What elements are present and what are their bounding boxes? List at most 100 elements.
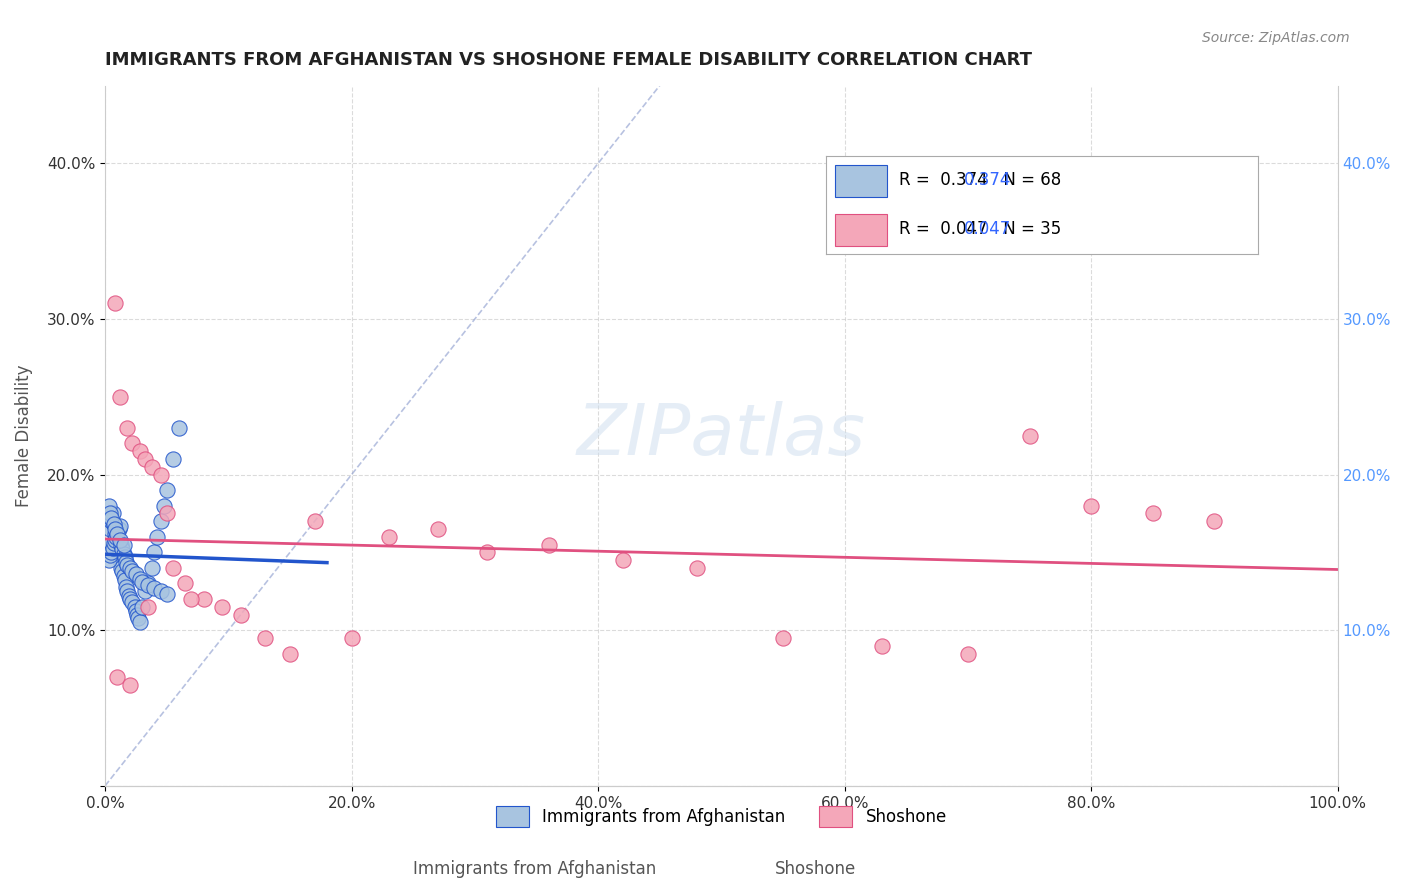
Point [125,567,148,582]
Point [127,611,149,625]
Point [124,599,146,614]
Text: IMMIGRANTS FROM AFGHANISTAN VS SHOSHONE FEMALE DISABILITY CORRELATION CHART: IMMIGRANTS FROM AFGHANISTAN VS SHOSHONE … [105,51,1032,69]
Point [156,483,179,497]
Point [108,519,131,533]
Point [104,296,127,310]
Point [114,549,136,564]
Point [100,511,122,525]
Point [97,538,120,552]
Point [174,576,197,591]
Point [118,592,141,607]
Point [100,545,122,559]
Point [149,467,172,482]
Point [101,507,124,521]
Point [108,390,131,404]
Point [278,647,301,661]
Point [107,670,129,684]
Point [686,561,709,575]
Point [107,522,129,536]
Point [136,599,159,614]
Point [143,545,166,559]
Point [141,561,163,575]
Point [156,587,179,601]
Point [117,421,139,435]
Point [117,589,139,603]
Point [115,555,138,569]
Point [97,499,120,513]
Point [107,526,129,541]
Point [114,574,136,588]
Point [229,607,252,622]
Point [143,581,166,595]
Point [107,525,129,540]
Point [153,499,176,513]
Point [112,568,135,582]
Point [136,578,159,592]
Point [101,541,124,555]
Point [167,421,190,435]
Point [1142,507,1164,521]
Point [121,436,143,450]
Legend: Immigrants from Afghanistan, Shoshone: Immigrants from Afghanistan, Shoshone [489,800,953,833]
Point [131,574,153,589]
Point [100,514,122,528]
Point [98,507,121,521]
Point [103,517,125,532]
Point [97,553,120,567]
Point [117,584,139,599]
Point [134,584,156,599]
Point [131,599,153,614]
Point [107,549,129,563]
Point [98,522,121,536]
Point [1204,514,1226,528]
Point [98,549,121,563]
Point [340,631,363,645]
Point [108,553,131,567]
Point [105,533,128,547]
Point [146,530,169,544]
Point [956,647,979,661]
Point [104,533,127,547]
Point [118,561,141,575]
Point [1080,499,1102,513]
Point [128,615,150,630]
Point [612,553,634,567]
Point [193,592,215,607]
Point [121,595,143,609]
Y-axis label: Female Disability: Female Disability [15,365,32,507]
Point [377,530,399,544]
Point [117,558,139,572]
Point [103,517,125,532]
Point [110,561,132,575]
Text: Shoshone: Shoshone [775,860,856,878]
Point [254,631,277,645]
Point [111,564,134,578]
Point [104,526,127,541]
Point [211,599,233,614]
Point [156,507,179,521]
Text: Immigrants from Afghanistan: Immigrants from Afghanistan [412,860,657,878]
Point [115,580,138,594]
Point [104,522,127,536]
Point [134,452,156,467]
Point [141,459,163,474]
Point [112,547,135,561]
Point [477,545,499,559]
Point [870,639,893,653]
Point [110,538,132,552]
Point [136,576,159,591]
Point [107,542,129,557]
Point [1018,428,1040,442]
Point [121,564,143,578]
Point [180,592,202,607]
Point [128,572,150,586]
Point [118,678,141,692]
Point [125,605,148,619]
Point [111,542,134,557]
Point [772,631,794,645]
Point [162,452,184,467]
Text: Source: ZipAtlas.com: Source: ZipAtlas.com [1202,31,1350,45]
Point [103,536,125,550]
Point [537,538,560,552]
Point [112,538,135,552]
